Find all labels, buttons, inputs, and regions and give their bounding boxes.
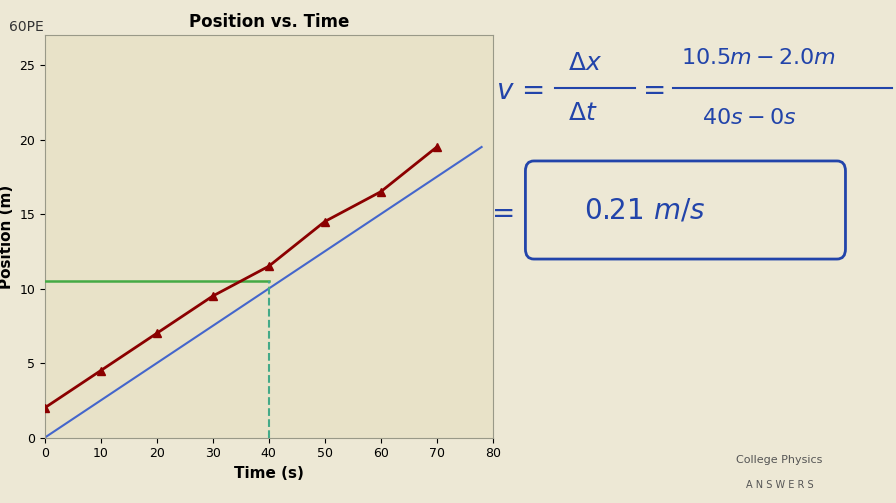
Text: $40s - 0s$: $40s - 0s$ [702,108,797,128]
Text: A N S W E R S: A N S W E R S [745,480,814,490]
Text: $0.21\ m/s$: $0.21\ m/s$ [584,196,706,224]
Text: =: = [492,200,515,228]
Y-axis label: Position (m): Position (m) [0,184,13,289]
Text: =: = [643,76,667,105]
Title: Position vs. Time: Position vs. Time [189,13,349,31]
X-axis label: Time (s): Time (s) [234,466,304,481]
Text: College Physics: College Physics [737,455,823,465]
Text: $\Delta t$: $\Delta t$ [567,101,598,125]
Text: $\Delta x$: $\Delta x$ [567,51,601,75]
Text: $v$ =: $v$ = [496,76,544,105]
Text: 60PE: 60PE [9,20,44,34]
Text: $10.5m - 2.0m$: $10.5m - 2.0m$ [681,48,836,68]
